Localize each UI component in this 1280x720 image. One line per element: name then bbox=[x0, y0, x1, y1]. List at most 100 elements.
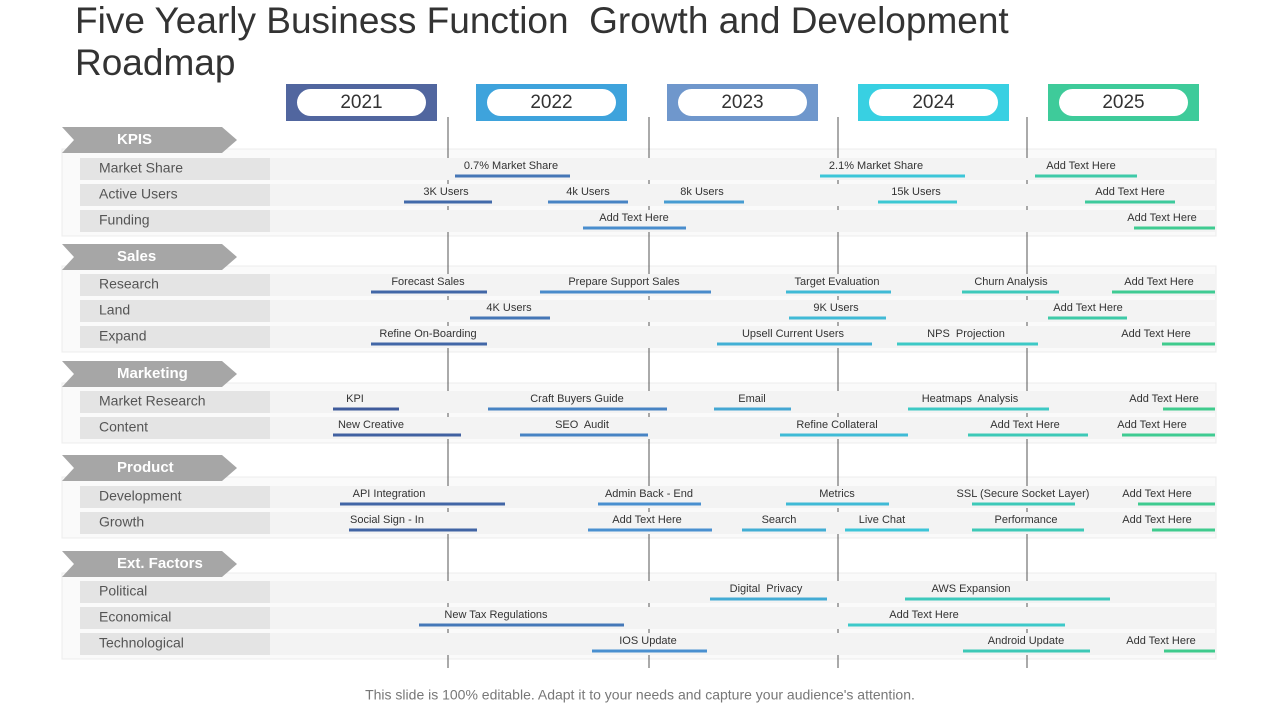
row-label-box bbox=[80, 158, 270, 180]
row-label: Research bbox=[99, 276, 159, 292]
section-title: KPIS bbox=[117, 131, 152, 148]
task-label: Target Evaluation bbox=[795, 276, 880, 288]
row-label: Market Research bbox=[99, 393, 206, 409]
row-label-box bbox=[80, 326, 270, 348]
task-label: Add Text Here bbox=[612, 514, 682, 526]
section-title: Product bbox=[117, 459, 174, 476]
task-label: Add Text Here bbox=[1127, 212, 1197, 224]
year-label: 2025 bbox=[1102, 92, 1144, 113]
row-label: Expand bbox=[99, 328, 146, 344]
task-label: Prepare Support Sales bbox=[568, 276, 680, 288]
task-label: 4K Users bbox=[486, 302, 532, 314]
task-label: AWS Expansion bbox=[931, 583, 1010, 595]
row-stripe bbox=[270, 184, 1216, 206]
row-stripe bbox=[270, 607, 1216, 629]
task-label: API Integration bbox=[353, 488, 426, 500]
section-title: Marketing bbox=[117, 365, 188, 382]
row-label-box bbox=[80, 512, 270, 534]
task-label: Android Update bbox=[988, 635, 1064, 647]
task-label: 3K Users bbox=[423, 186, 469, 198]
task-label: Digital Privacy bbox=[730, 583, 803, 595]
task-label: Refine Collateral bbox=[796, 419, 877, 431]
year-pill bbox=[1059, 89, 1188, 116]
row-label-box bbox=[80, 581, 270, 603]
year-label: 2021 bbox=[340, 92, 382, 113]
task-label: IOS Update bbox=[619, 635, 676, 647]
row-label: Funding bbox=[99, 212, 150, 228]
section-header bbox=[62, 244, 237, 270]
task-label: Add Text Here bbox=[990, 419, 1060, 431]
task-label: SEO Audit bbox=[555, 419, 609, 431]
row-label: Active Users bbox=[99, 186, 178, 202]
year-pill bbox=[487, 89, 616, 116]
task-label: Admin Back - End bbox=[605, 488, 693, 500]
row-stripe bbox=[270, 210, 1216, 232]
row-label-box bbox=[80, 417, 270, 439]
task-label: Add Text Here bbox=[1122, 488, 1192, 500]
task-label: Live Chat bbox=[859, 514, 905, 526]
task-label: Add Text Here bbox=[1126, 635, 1196, 647]
task-label: Social Sign - In bbox=[350, 514, 424, 526]
task-label: Metrics bbox=[819, 488, 855, 500]
row-label: Land bbox=[99, 302, 130, 318]
section-title: Ext. Factors bbox=[117, 555, 203, 572]
task-label: 8k Users bbox=[680, 186, 724, 198]
footer: This slide is 100% editable. Adapt it to… bbox=[365, 687, 915, 703]
row-label-box bbox=[80, 210, 270, 232]
row-label-box bbox=[80, 184, 270, 206]
task-label: Add Text Here bbox=[1129, 393, 1199, 405]
year-pill bbox=[678, 89, 807, 116]
task-label: Search bbox=[762, 514, 797, 526]
task-label: Churn Analysis bbox=[974, 276, 1048, 288]
task-label: Add Text Here bbox=[599, 212, 669, 224]
task-label: Performance bbox=[995, 514, 1058, 526]
task-label: New Tax Regulations bbox=[444, 609, 548, 621]
task-label: Add Text Here bbox=[1124, 276, 1194, 288]
section-header bbox=[62, 455, 237, 481]
section-header bbox=[62, 361, 237, 387]
task-label: KPI bbox=[346, 393, 364, 405]
task-label: New Creative bbox=[338, 419, 404, 431]
task-label: 4k Users bbox=[566, 186, 610, 198]
row-label: Growth bbox=[99, 514, 144, 530]
task-label: 15k Users bbox=[891, 186, 941, 198]
task-label: Email bbox=[738, 393, 766, 405]
year-label: 2022 bbox=[530, 92, 572, 113]
task-label: 9K Users bbox=[813, 302, 859, 314]
row-label-box bbox=[80, 607, 270, 629]
task-label: Add Text Here bbox=[1046, 160, 1116, 172]
row-label-box bbox=[80, 274, 270, 296]
row-label: Economical bbox=[99, 609, 171, 625]
task-label: Add Text Here bbox=[1117, 419, 1187, 431]
task-label: SSL (Secure Socket Layer) bbox=[957, 488, 1090, 500]
task-label: Heatmaps Analysis bbox=[922, 393, 1019, 405]
year-label: 2023 bbox=[721, 92, 763, 113]
row-label-box bbox=[80, 300, 270, 322]
row-label: Political bbox=[99, 583, 147, 599]
year-pill bbox=[297, 89, 426, 116]
task-label: NPS Projection bbox=[927, 328, 1005, 340]
year-pill bbox=[869, 89, 998, 116]
task-label: 2.1% Market Share bbox=[829, 160, 923, 172]
task-label: Add Text Here bbox=[1122, 514, 1192, 526]
row-label: Development bbox=[99, 488, 182, 504]
row-label-box bbox=[80, 486, 270, 508]
task-label: Add Text Here bbox=[889, 609, 959, 621]
task-label: 0.7% Market Share bbox=[464, 160, 558, 172]
task-label: Upsell Current Users bbox=[742, 328, 845, 340]
task-label: Add Text Here bbox=[1095, 186, 1165, 198]
row-label: Content bbox=[99, 419, 148, 435]
task-label: Add Text Here bbox=[1053, 302, 1123, 314]
section-header bbox=[62, 551, 237, 577]
row-label: Technological bbox=[99, 635, 184, 651]
section-title: Sales bbox=[117, 248, 156, 265]
task-label: Craft Buyers Guide bbox=[530, 393, 624, 405]
title: Five Yearly Business Function Growth and… bbox=[75, 0, 1019, 83]
row-label-box bbox=[80, 633, 270, 655]
year-label: 2024 bbox=[912, 92, 955, 113]
row-label-box bbox=[80, 391, 270, 413]
task-label: Forecast Sales bbox=[391, 276, 465, 288]
task-label: Refine On-Boarding bbox=[379, 328, 476, 340]
task-label: Add Text Here bbox=[1121, 328, 1191, 340]
